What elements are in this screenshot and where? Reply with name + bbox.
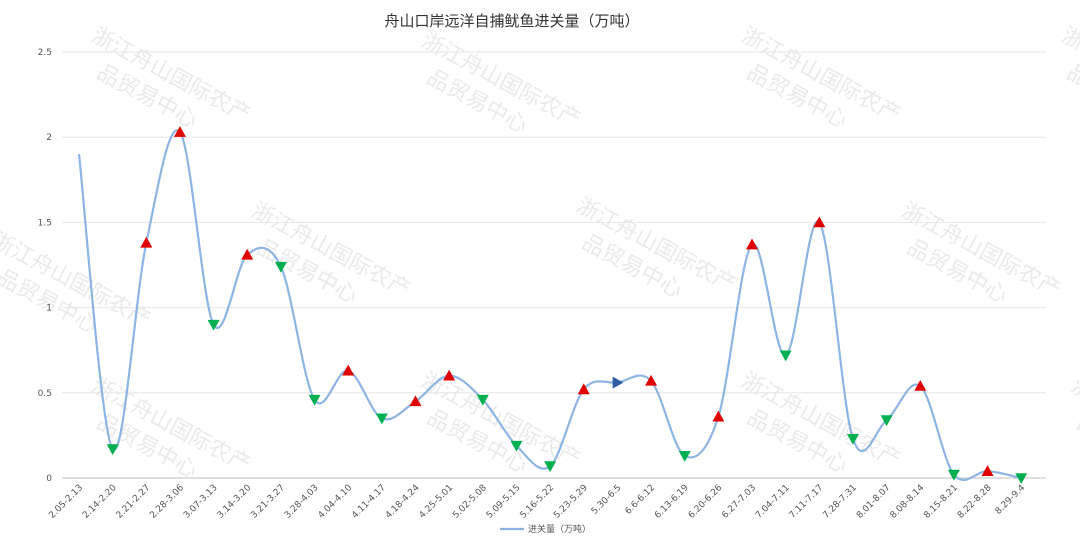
marker-down-7.28-7.31 <box>846 434 859 445</box>
marker-down-3.21-3.27 <box>274 261 287 273</box>
marker-up-8.08-8.14 <box>914 379 927 391</box>
x-tick-label: 8.01-8.07 <box>855 483 893 521</box>
marker-down-8.01-8.07 <box>880 415 893 427</box>
marker-up-2.28-3.06 <box>173 126 186 137</box>
chart-title: 舟山口岸远洋自捕鱿鱼进关量（万吨） <box>384 12 639 30</box>
y-tick-label: 1.5 <box>38 218 52 228</box>
y-tick-label: 1 <box>46 304 52 314</box>
x-tick-label: 8.29-9.4 <box>994 483 1028 517</box>
y-tick-label: 2.5 <box>38 48 52 58</box>
y-tick-label: 0.5 <box>38 389 52 399</box>
x-tick-label: 7.11-7.17 <box>788 483 826 521</box>
marker-up-3.14-3.20 <box>241 248 254 260</box>
x-tick-label: 7.28-7.31 <box>821 483 859 521</box>
marker-up-6.20-6.26 <box>712 410 725 422</box>
x-tick-label: 5.23-5.29 <box>552 483 590 521</box>
marker-down-5.09-5.15 <box>510 440 523 452</box>
x-tick-label: 4.25-5.01 <box>418 483 456 521</box>
x-tick-label: 3.21-3.27 <box>249 483 287 521</box>
marker-down-8.29-9.4 <box>1015 473 1028 484</box>
marker-down-8.15-8.21 <box>947 469 960 481</box>
marker-up-4.18-4.24 <box>409 395 422 407</box>
legend-label: 进关量（万吨） <box>528 523 591 535</box>
gridlines <box>62 51 1046 479</box>
legend: 进关量（万吨） <box>500 523 591 535</box>
x-tick-label: 8.08-8.14 <box>889 483 927 521</box>
series-line <box>77 129 1022 482</box>
marker-up-8.22-8.28 <box>981 465 994 476</box>
x-tick-label: 8.22-8.28 <box>956 483 994 521</box>
data-markers <box>106 126 1028 484</box>
x-tick-label: 4.18-4.24 <box>384 483 422 521</box>
x-tick-label: 6.13-6.19 <box>653 483 691 521</box>
marker-down-6.13-6.19 <box>678 451 691 462</box>
marker-up-2.21-2.27 <box>140 236 153 248</box>
x-tick-label: 8.15-8.21 <box>922 483 960 521</box>
x-tick-label: 5.09-5.15 <box>485 483 523 521</box>
y-axis: 0 0.5 1 1.5 2 2.5 <box>38 48 53 484</box>
x-tick-label: 6.27-7.03 <box>720 483 758 521</box>
x-tick-label: 2.14-2.20 <box>81 483 119 521</box>
marker-up-6.27-7.03 <box>746 238 758 250</box>
x-axis: 2.05-2.132.14-2.202.21-2.272.28-3.063.07… <box>47 483 1027 521</box>
marker-up-4.04-4.10 <box>342 364 355 376</box>
x-tick-label: 4.11-4.17 <box>350 483 388 521</box>
marker-down-3.07-3.13 <box>207 319 220 331</box>
marker-down-4.11-4.17 <box>375 413 388 425</box>
y-tick-label: 2 <box>46 133 52 143</box>
marker-up-6.6-6.12 <box>645 374 658 386</box>
x-tick-label: 3.28-4.03 <box>283 483 321 521</box>
x-tick-label: 2.21-2.27 <box>115 483 153 521</box>
x-tick-label: 6.20-6.26 <box>687 483 725 521</box>
y-tick-label: 0 <box>46 474 52 484</box>
x-tick-label: 2.28-3.06 <box>148 483 186 521</box>
watermark-layer: 浙江舟山国际农产品贸易中心 浙江舟山国际农产品贸易中心 浙江舟山国际农产品贸易中心浙… <box>0 23 1080 484</box>
x-tick-label: 5.30-6.5 <box>590 483 624 517</box>
marker-down-5.02-5.08 <box>476 394 489 406</box>
marker-right-5.30-6.5 <box>612 376 624 389</box>
marker-up-7.11-7.17 <box>813 216 826 228</box>
x-tick-label: 5.02-5.08 <box>451 483 489 521</box>
x-tick-label: 3.07-3.13 <box>182 483 220 521</box>
marker-down-5.16-5.22 <box>544 461 557 473</box>
marker-up-5.23-5.29 <box>577 383 590 395</box>
marker-down-2.14-2.20 <box>106 444 119 456</box>
watermark-line-2: 品贸易中心 <box>1063 60 1080 134</box>
x-tick-label: 3.14-3.20 <box>216 483 254 521</box>
watermark-line-2: 品贸易中心 <box>1073 410 1080 484</box>
marker-up-4.25-5.01 <box>443 369 456 381</box>
x-tick-label: 7.04-7.11 <box>754 483 792 521</box>
x-tick-label: 6.6-6.12 <box>624 483 658 517</box>
x-tick-label: 2.05-2.13 <box>47 483 85 521</box>
marker-down-7.04-7.11 <box>779 350 792 362</box>
x-tick-label: 5.16-5.22 <box>519 483 557 521</box>
x-tick-label: 4.04-4.10 <box>317 483 355 521</box>
marker-down-3.28-4.03 <box>308 394 321 406</box>
